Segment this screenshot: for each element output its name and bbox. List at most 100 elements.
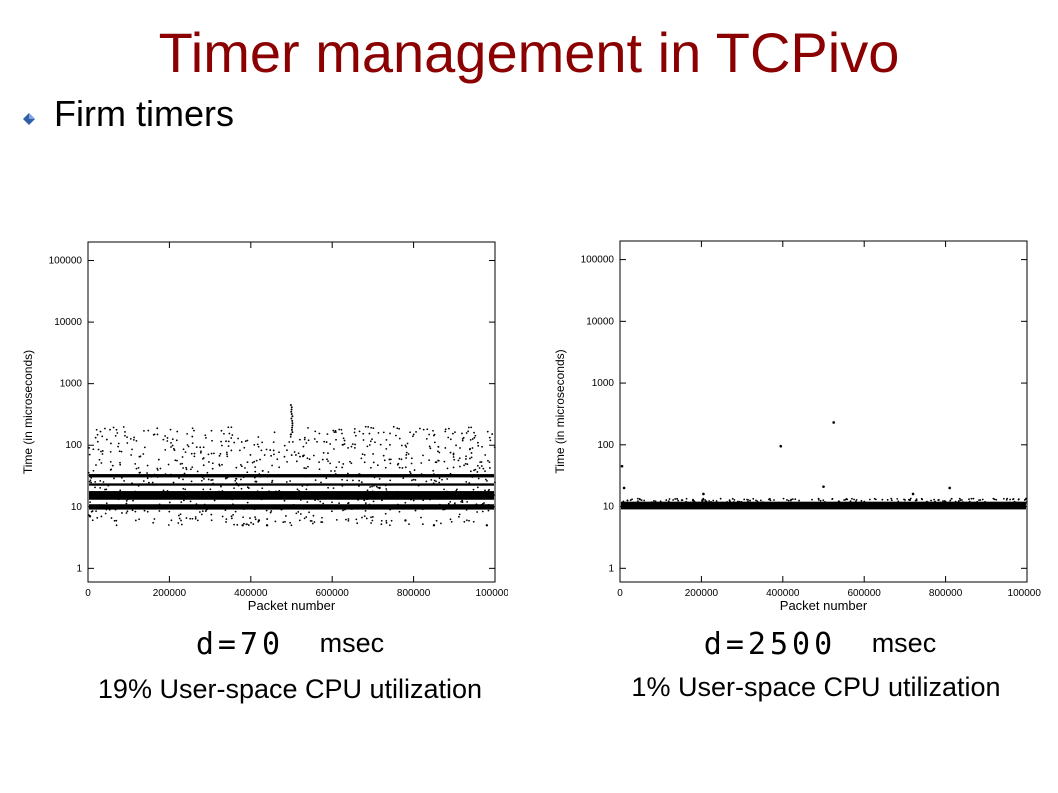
data-point: [461, 499, 464, 502]
data-point: [384, 466, 387, 469]
data-point: [704, 499, 707, 501]
data-point: [308, 458, 311, 461]
data-point: [749, 499, 751, 502]
data-point: [950, 497, 953, 500]
data-point: [272, 449, 275, 452]
data-point: [858, 502, 861, 504]
data-point: [461, 501, 464, 503]
data-point: [248, 496, 251, 498]
data-point: [217, 497, 220, 500]
data-point: [181, 456, 184, 458]
data-point: [231, 434, 234, 436]
data-point: [290, 496, 293, 499]
data-point: [467, 430, 470, 433]
dense-point-band: [89, 474, 494, 478]
data-point: [177, 522, 180, 524]
data-point: [476, 486, 479, 489]
data-point: [715, 500, 718, 502]
data-point: [964, 502, 966, 505]
data-point: [465, 480, 468, 483]
data-point: [434, 474, 437, 477]
data-point: [464, 462, 467, 465]
data-point: [232, 513, 235, 516]
data-point: [958, 501, 961, 504]
data-point: [205, 508, 208, 511]
data-point: [353, 431, 356, 434]
data-point: [1023, 499, 1026, 501]
data-point: [487, 503, 490, 506]
data-point: [676, 497, 679, 500]
data-point: [452, 456, 455, 458]
data-point: [854, 500, 857, 503]
data-point: [166, 437, 169, 439]
data-point: [142, 453, 145, 455]
data-point: [934, 502, 937, 504]
data-point: [449, 500, 452, 503]
data-point: [943, 500, 946, 502]
data-point: [480, 461, 483, 463]
data-point: [681, 499, 684, 501]
data-point: [472, 520, 475, 523]
data-point: [831, 498, 834, 501]
data-point: [257, 436, 260, 438]
data-point: [849, 500, 852, 503]
data-point: [183, 495, 186, 497]
data-point: [473, 431, 475, 434]
data-point: [834, 501, 837, 504]
data-point: [176, 459, 178, 462]
data-point: [463, 520, 466, 523]
data-point: [701, 500, 703, 502]
data-point: [246, 523, 248, 526]
spike-point: [290, 428, 293, 431]
data-point: [260, 449, 263, 452]
data-point: [260, 498, 263, 501]
data-point: [300, 475, 303, 477]
data-point: [102, 505, 105, 508]
data-point: [909, 497, 912, 500]
data-point: [130, 454, 133, 456]
data-point: [294, 491, 297, 494]
data-point: [432, 434, 435, 437]
data-point: [271, 464, 274, 467]
data-point: [368, 507, 370, 510]
data-point: [134, 490, 137, 493]
data-point: [1005, 498, 1008, 501]
data-point: [458, 513, 461, 516]
data-point: [309, 519, 312, 522]
data-point: [202, 488, 205, 491]
data-point: [317, 498, 320, 501]
data-point: [425, 480, 428, 483]
data-point: [318, 461, 320, 464]
data-point: [364, 504, 367, 506]
data-point: [314, 430, 317, 433]
scatter-points: [87, 404, 496, 527]
data-point: [893, 501, 896, 504]
data-point: [477, 444, 480, 447]
data-point: [270, 483, 272, 486]
data-point: [105, 502, 108, 505]
data-point: [98, 504, 101, 507]
data-point: [374, 441, 376, 444]
data-point: [354, 434, 357, 437]
data-point: [484, 489, 486, 492]
data-point: [385, 488, 388, 490]
data-point: [244, 467, 246, 469]
data-point: [314, 499, 316, 502]
data-point: [269, 511, 272, 514]
data-point: [254, 493, 256, 496]
data-point: [258, 473, 261, 475]
caption-left-utilization: 19% User-space CPU utilization: [97, 674, 483, 704]
data-point: [903, 501, 906, 504]
data-point: [207, 478, 210, 481]
spike-point: [290, 413, 293, 416]
data-point: [88, 480, 91, 483]
data-point: [297, 452, 300, 455]
data-point: [124, 434, 126, 437]
data-point: [268, 490, 270, 493]
data-point: [471, 476, 474, 478]
data-point: [428, 433, 431, 436]
data-point: [90, 476, 93, 479]
data-point: [341, 478, 343, 481]
data-point: [463, 464, 465, 467]
data-point: [443, 460, 446, 463]
